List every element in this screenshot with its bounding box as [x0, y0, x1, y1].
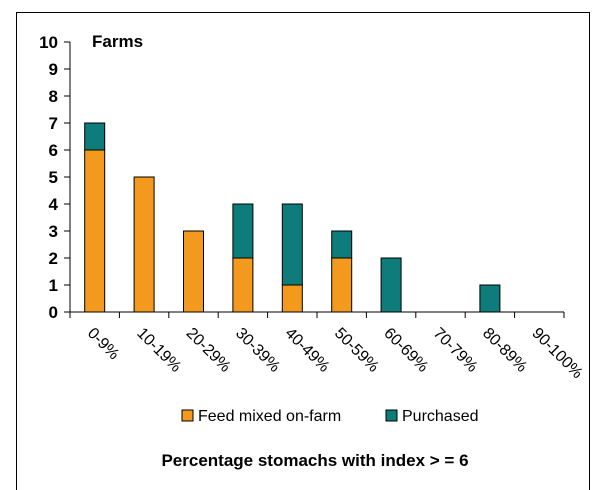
bar-segment-purchased [281, 203, 303, 286]
bar-segment-feed-mixed-on-farm [232, 257, 254, 313]
legend-label: Purchased [402, 408, 479, 425]
bar-segment-purchased [380, 257, 402, 313]
y-tick-label: 7 [49, 114, 58, 133]
chart-title: Farms [92, 32, 143, 51]
bar-segment-feed-mixed-on-farm [281, 284, 303, 313]
bar-segment-feed-mixed-on-farm [331, 257, 353, 313]
bar-segment-feed-mixed-on-farm [183, 230, 204, 313]
legend-swatch [181, 409, 194, 422]
bar-segment-purchased [84, 122, 106, 151]
legend-swatch [385, 409, 398, 422]
bar-segment-purchased [479, 284, 501, 313]
y-tick-label: 0 [49, 303, 58, 322]
y-tick-label: 1 [49, 276, 58, 295]
labels: 0 1 2 3 4 5 6 7 8 9 10 0-9% 10-19%20-29%30-39%40-49%… [39, 33, 586, 382]
x-tick-label: 50-59% [331, 325, 382, 376]
x-tick-label: 40-49% [281, 325, 332, 376]
bar-segment-purchased [232, 203, 254, 259]
x-tick-label: 0-9% [84, 325, 122, 363]
bar-segment-feed-mixed-on-farm [133, 176, 155, 313]
chart-frame [16, 12, 590, 490]
y-tick-label: 9 [49, 60, 58, 79]
x-tick-label: 70-79% [430, 325, 481, 376]
x-tick-label: 10-19% [133, 325, 184, 376]
x-tick-label: 60-69% [380, 325, 431, 376]
y-tick-label: 4 [49, 195, 59, 214]
y-tick-label: 8 [49, 87, 58, 106]
legend: Feed mixed on-farm Purchased [181, 408, 479, 425]
y-tick-label: 3 [49, 222, 58, 241]
y-tick-label: 6 [49, 141, 58, 160]
bars [84, 122, 501, 313]
legend-label: Feed mixed on-farm [198, 408, 341, 425]
bar-segment-feed-mixed-on-farm [84, 149, 106, 313]
x-axis-title: Percentage stomachs with index > = 6 [161, 451, 468, 470]
y-tick-label: 10 [39, 33, 58, 52]
bar-segment-purchased [331, 230, 353, 259]
x-tick-label: 30-39% [232, 325, 283, 376]
x-tick-label: 90-100% [528, 325, 585, 382]
x-tick-label: 80-89% [479, 325, 530, 376]
y-tick-label: 5 [49, 168, 58, 187]
y-tick-label: 2 [49, 249, 58, 268]
x-tick-label: 20-29% [183, 325, 234, 376]
